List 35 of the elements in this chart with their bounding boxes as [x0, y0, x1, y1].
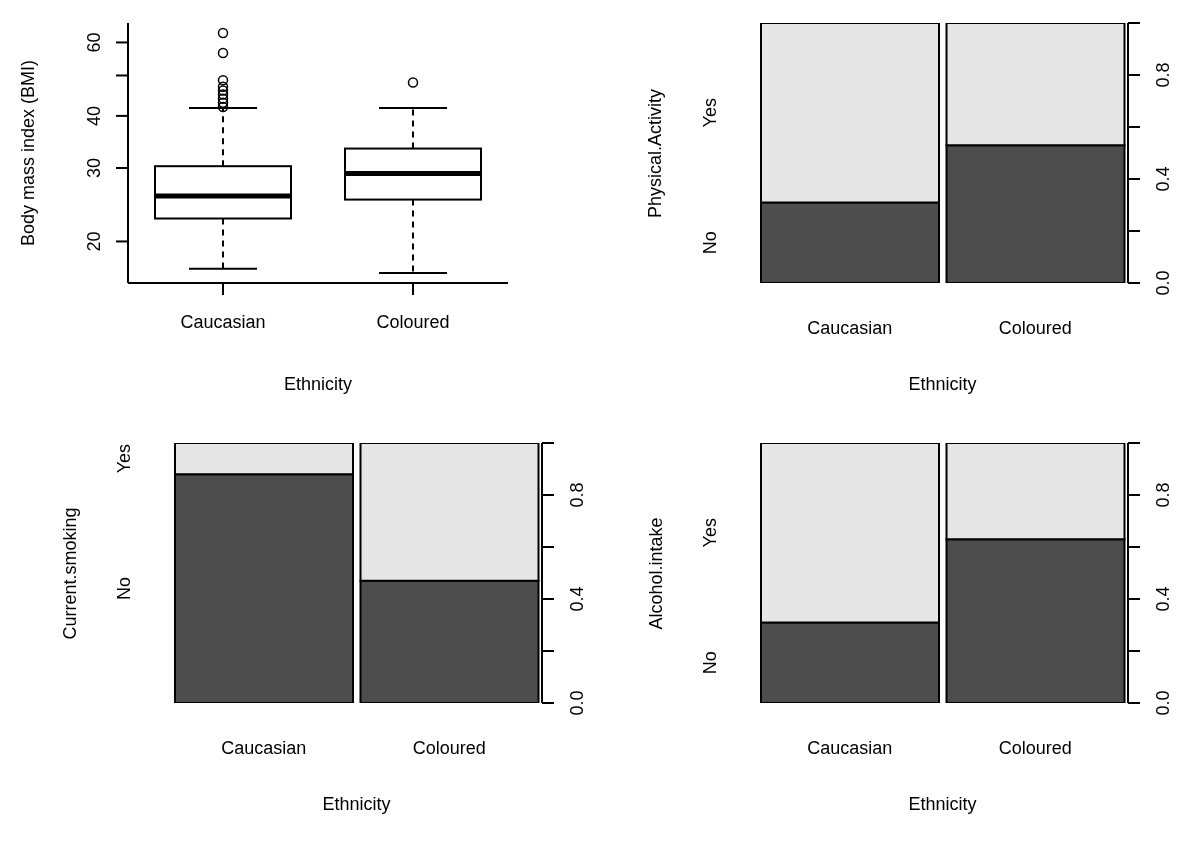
text: Yes [700, 518, 720, 548]
y-axis-title: Alcohol.intake [645, 516, 667, 630]
text: No [700, 231, 720, 255]
y-axis-title: Current.smoking [59, 506, 81, 640]
y-axis-title: Physical.Activity [645, 88, 667, 218]
y-tick-label: 0.8 [1152, 62, 1173, 88]
x-tick-label: Coloured [998, 737, 1072, 758]
x-tick-label: Caucasian [807, 317, 893, 338]
x-axis-title: Ethnicity [908, 794, 977, 814]
x-axis-title: Ethnicity [322, 794, 391, 814]
y-tick-label: 60 [84, 32, 104, 53]
x-axis-title: Ethnicity [908, 374, 977, 394]
text: No [114, 577, 134, 601]
y-tick-label: 0.4 [566, 586, 587, 612]
y-tick-label: 0.8 [1152, 482, 1173, 508]
y-tick-label: 0.4 [1152, 166, 1173, 192]
x-axis-title: Ethnicity [283, 374, 353, 394]
y-tick-label: 40 [84, 105, 104, 126]
y-tick-label: 0.0 [1152, 690, 1173, 716]
y-tick-label: 0.0 [1152, 270, 1173, 296]
x-tick-label: Caucasian [807, 737, 893, 758]
x-tick-label: Coloured [998, 317, 1072, 338]
x-tick-label: Coloured [412, 737, 486, 758]
x-tick-label: Coloured [376, 311, 450, 332]
x-tick-label: Caucasian [221, 737, 307, 758]
y-tick-label: 0.0 [566, 690, 587, 716]
text: Yes [700, 98, 720, 128]
x-tick-label: Caucasian [180, 311, 266, 332]
y-tick-label: 0.8 [566, 482, 587, 508]
text: Yes [114, 443, 134, 474]
y-tick-label: 20 [84, 231, 104, 252]
y-tick-label: 0.4 [1152, 586, 1173, 612]
y-axis-title: Body mass index (BMI) [18, 59, 39, 247]
y-tick-label: 30 [84, 157, 104, 179]
text: No [700, 651, 720, 675]
